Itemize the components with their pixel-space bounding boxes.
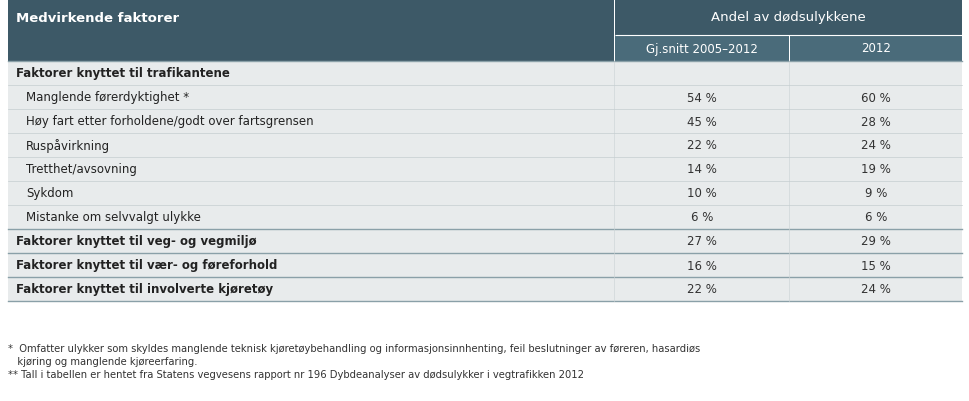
Text: 22 %: 22 % [686, 139, 716, 152]
Text: Sykdom: Sykdom [26, 187, 74, 200]
Bar [8, 277, 613, 301]
Text: 15 %: 15 % [860, 259, 890, 272]
Bar [789, 110, 961, 134]
Bar [789, 134, 961, 158]
Text: Høy fart etter forholdene/godt over fartsgrensen: Høy fart etter forholdene/godt over fart… [26, 115, 313, 128]
Bar [789, 277, 961, 301]
Bar [614, 229, 788, 253]
Text: 54 %: 54 % [686, 91, 716, 104]
Text: 29 %: 29 % [860, 235, 890, 248]
Bar [789, 86, 961, 110]
Bar [789, 36, 961, 62]
Bar [614, 86, 788, 110]
Bar [8, 0, 613, 36]
Text: 2012: 2012 [860, 43, 890, 55]
Bar [789, 229, 961, 253]
Text: 28 %: 28 % [860, 115, 890, 128]
Text: Faktorer knyttet til vær- og føreforhold: Faktorer knyttet til vær- og føreforhold [16, 259, 277, 272]
Text: Medvirkende faktorer: Medvirkende faktorer [16, 12, 179, 24]
Bar [614, 62, 788, 86]
Bar [8, 110, 613, 134]
Bar [614, 277, 788, 301]
Bar [614, 205, 788, 229]
Bar [614, 0, 961, 36]
Text: kjøring og manglende kjøreerfaring.: kjøring og manglende kjøreerfaring. [8, 356, 198, 366]
Bar [8, 182, 613, 205]
Bar [614, 110, 788, 134]
Bar [8, 62, 613, 86]
Text: 60 %: 60 % [860, 91, 890, 104]
Text: *  Omfatter ulykker som skyldes manglende teknisk kjøretøybehandling og informas: * Omfatter ulykker som skyldes manglende… [8, 343, 700, 353]
Bar [789, 205, 961, 229]
Bar [614, 253, 788, 277]
Text: Gj.snitt 2005–2012: Gj.snitt 2005–2012 [645, 43, 757, 55]
Text: ** Tall i tabellen er hentet fra Statens vegvesens rapport nr 196 Dybdeanalyser : ** Tall i tabellen er hentet fra Statens… [8, 369, 583, 379]
Text: Andel av dødsulykkene: Andel av dødsulykkene [710, 12, 865, 24]
Text: 24 %: 24 % [860, 283, 890, 296]
Text: 16 %: 16 % [686, 259, 716, 272]
Bar [8, 36, 613, 62]
Text: Manglende førerdyktighet *: Manglende førerdyktighet * [26, 91, 189, 104]
Bar [614, 158, 788, 182]
Text: Faktorer knyttet til veg- og vegmiljø: Faktorer knyttet til veg- og vegmiljø [16, 235, 257, 248]
Bar [8, 253, 613, 277]
Text: 45 %: 45 % [686, 115, 716, 128]
Bar [614, 36, 788, 62]
Text: 19 %: 19 % [860, 163, 890, 176]
Bar [8, 158, 613, 182]
Text: 6 %: 6 % [864, 211, 887, 224]
Bar [789, 253, 961, 277]
Bar [8, 86, 613, 110]
Text: Faktorer knyttet til trafikantene: Faktorer knyttet til trafikantene [16, 67, 230, 80]
Bar [614, 182, 788, 205]
Bar [789, 62, 961, 86]
Text: 24 %: 24 % [860, 139, 890, 152]
Text: 14 %: 14 % [686, 163, 716, 176]
Text: Ruspåvirkning: Ruspåvirkning [26, 139, 110, 153]
Text: 27 %: 27 % [686, 235, 716, 248]
Text: Mistanke om selvvalgt ulykke: Mistanke om selvvalgt ulykke [26, 211, 201, 224]
Bar [614, 134, 788, 158]
Bar [789, 158, 961, 182]
Text: 6 %: 6 % [690, 211, 712, 224]
Bar [8, 205, 613, 229]
Text: 10 %: 10 % [686, 187, 716, 200]
Text: 22 %: 22 % [686, 283, 716, 296]
Text: Tretthet/avsovning: Tretthet/avsovning [26, 163, 137, 176]
Bar [8, 229, 613, 253]
Bar [789, 182, 961, 205]
Text: Faktorer knyttet til involverte kjøretøy: Faktorer knyttet til involverte kjøretøy [16, 283, 273, 296]
Bar [8, 134, 613, 158]
Text: 9 %: 9 % [864, 187, 887, 200]
